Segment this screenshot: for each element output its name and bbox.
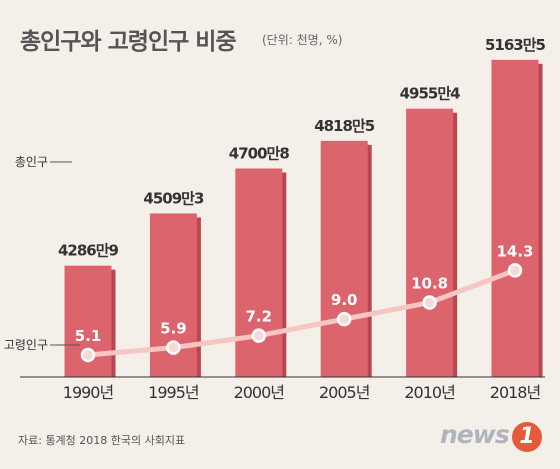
- x-tick-label: 1990년: [63, 383, 114, 402]
- bar-value-label: 5163만5: [485, 36, 546, 54]
- series-label-elderly: 고령인구: [4, 338, 48, 352]
- line-value-label: 10.8: [411, 275, 448, 293]
- line-marker: [507, 263, 523, 278]
- bar-value-label: 4818만5: [314, 117, 375, 135]
- line-value-label: 9.0: [331, 291, 358, 309]
- line-value-label: 7.2: [246, 308, 273, 326]
- line-marker: [80, 347, 96, 363]
- bar-value-label: 4700만8: [229, 144, 290, 162]
- line-marker: [336, 311, 352, 327]
- news1-logo-badge: [512, 422, 542, 452]
- x-tick-label: 2000년: [234, 383, 285, 402]
- bar: [320, 140, 368, 377]
- line-series: [87, 268, 516, 358]
- line-value-label: 5.1: [75, 327, 102, 345]
- series-label-total: 총인구: [15, 155, 48, 169]
- chart-title: 총인구와 고령인구 비중: [20, 29, 237, 55]
- x-tick-label: 2010년: [404, 383, 455, 402]
- x-tick-label: 2005년: [319, 383, 370, 402]
- line-marker: [251, 328, 267, 343]
- bar-value-label: 4955만4: [400, 85, 461, 103]
- bar-value-label: 4509만3: [143, 189, 204, 207]
- line-marker: [422, 295, 437, 310]
- bar: [406, 108, 454, 377]
- bar: [235, 168, 283, 377]
- unit-note: (단위: 천명, %): [262, 33, 343, 47]
- line-marker: [166, 340, 181, 355]
- line-value-label: 5.9: [160, 320, 187, 338]
- bar: [491, 59, 539, 378]
- chart-canvas: 4286만9 4509만3 4700만8 4818만5 4955만4 5163만5 1990…: [4, 36, 547, 402]
- x-tick-label: 1995년: [148, 383, 199, 402]
- x-tick-label: 2018년: [490, 383, 541, 402]
- bar-value-label: 4286만9: [58, 242, 119, 260]
- line-value-label: 14.3: [496, 242, 533, 260]
- news1-logo-number: 1: [519, 424, 535, 449]
- source-note: 자료: 통계청 2018 한국의 사회지표: [18, 434, 186, 447]
- news1-logo-text: news: [440, 420, 510, 449]
